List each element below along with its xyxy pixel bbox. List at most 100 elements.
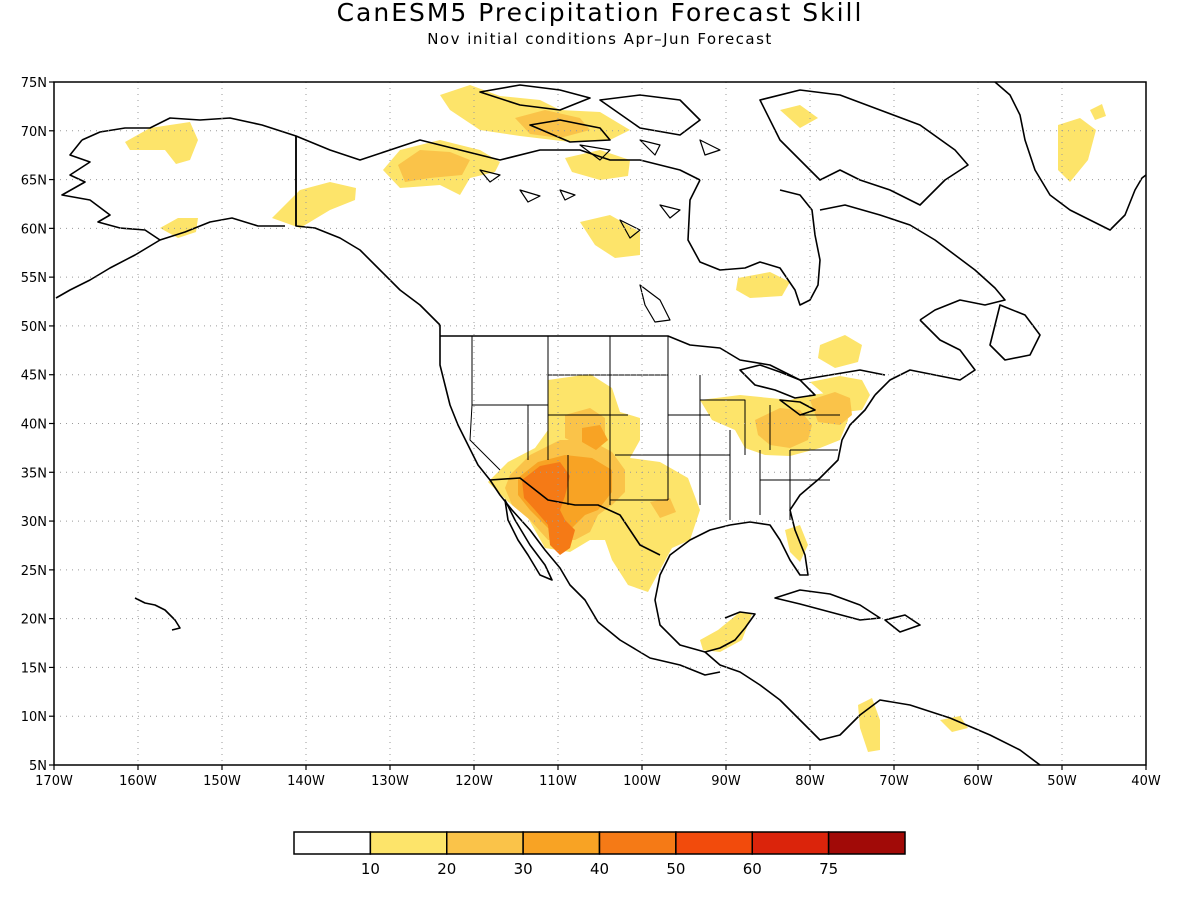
lon-label: 130W: [371, 774, 409, 789]
hawaii: [134, 597, 181, 631]
gulf-coast: [654, 524, 756, 653]
greenland: [994, 82, 1146, 231]
colorbar-label: 10: [361, 860, 380, 878]
shade-quebec-south: [818, 335, 862, 368]
arctic-islands-2: [479, 84, 591, 111]
colorbar-label: 40: [590, 860, 609, 878]
lat-label: 75N: [21, 76, 47, 91]
baja-peninsula: [504, 499, 553, 581]
coastlines: [55, 82, 1146, 765]
shade-colombia: [858, 698, 880, 752]
lat-lon-grid: [54, 82, 1146, 765]
shade-appalachia: [755, 408, 812, 448]
lat-label: 45N: [21, 369, 47, 384]
shade-arctic-central: [565, 150, 630, 180]
lon-label: 160W: [119, 774, 157, 789]
baffin-island: [759, 89, 969, 206]
great-lakes: [739, 364, 816, 416]
pacific-coast-mexico: [597, 621, 721, 676]
shade-pennsylvania: [810, 392, 852, 425]
shade-nm-north: [582, 425, 608, 450]
colorbar-label: 20: [437, 860, 456, 878]
shade-texas: [650, 498, 676, 518]
us-canada-border: [440, 335, 886, 381]
colorbar-swatch: [675, 831, 753, 855]
labrador-coast: [819, 204, 1006, 321]
skill-shading: [125, 85, 1106, 752]
shade-greenland-ne: [1090, 104, 1106, 120]
shade-alaska-south: [160, 218, 198, 238]
lat-label: 25N: [21, 564, 47, 579]
lat-label: 60N: [21, 222, 47, 237]
colorbar-swatch: [369, 831, 448, 855]
lat-label: 5N: [29, 759, 47, 774]
alaska-peninsula: [159, 217, 285, 241]
hudson-bay: [687, 179, 821, 306]
lon-label: 90W: [711, 774, 741, 789]
newfoundland: [989, 304, 1041, 361]
colorbar: 10 20 30 40 50 60 75: [293, 831, 906, 878]
nova-scotia: [874, 319, 976, 396]
lat-label: 70N: [21, 125, 47, 140]
lon-label: 100W: [623, 774, 661, 789]
longitude-labels: 170W 160W 150W 140W 130W 120W 110W 100W 90W 80W 70…: [35, 774, 1161, 789]
lon-label: 40W: [1131, 774, 1161, 789]
shade-nunavut: [580, 215, 640, 258]
lat-label: 15N: [21, 661, 47, 676]
colorbar-swatch: [827, 831, 906, 855]
colorbar-label: 75: [819, 860, 838, 878]
colorbar-swatch: [598, 831, 677, 855]
lon-label: 80W: [795, 774, 825, 789]
alaska-west-coast: [55, 139, 161, 299]
lon-label: 120W: [455, 774, 493, 789]
lon-label: 140W: [287, 774, 325, 789]
us-mexico-border: [489, 477, 661, 556]
map-title: CanESM5 Precipitation Forecast Skill: [336, 0, 864, 27]
lat-label: 35N: [21, 466, 47, 481]
lat-label: 20N: [21, 613, 47, 628]
shade-yukon: [272, 182, 356, 228]
arctic-islands-3: [529, 119, 611, 143]
shade-alaska-north: [125, 122, 198, 164]
shade-greenland: [1058, 118, 1096, 182]
colorbar-swatch: [751, 831, 830, 855]
lon-label: 110W: [539, 774, 577, 789]
colorbar-swatch: [293, 831, 372, 855]
shade-baffin: [780, 105, 818, 128]
lat-label: 65N: [21, 174, 47, 189]
shade-venezuela: [940, 716, 968, 732]
lon-label: 170W: [35, 774, 73, 789]
arctic-coast-canada: [295, 135, 701, 181]
shade-arctic-core: [515, 110, 590, 138]
lat-label: 55N: [21, 271, 47, 286]
lat-label: 30N: [21, 515, 47, 530]
lon-label: 150W: [203, 774, 241, 789]
latitude-labels: 75N 70N 65N 60N 55N 50N 45N 40N 35N 30N 25N 20N 15N 1…: [21, 76, 47, 774]
cuba: [774, 589, 881, 621]
lat-label: 50N: [21, 320, 47, 335]
lat-label: 10N: [21, 710, 47, 725]
map-subtitle: Nov initial conditions Apr–Jun Forecast: [427, 30, 773, 48]
us-state-lines: [469, 336, 840, 520]
colorbar-swatch: [522, 831, 601, 855]
hispaniola: [884, 614, 921, 633]
shade-arizona-core: [522, 462, 575, 555]
lon-label: 60W: [963, 774, 993, 789]
arctic-islands-1: [599, 94, 701, 136]
central-america: [704, 651, 1041, 765]
colorbar-label: 30: [514, 860, 533, 878]
shade-florida: [785, 525, 808, 562]
lon-label: 50W: [1047, 774, 1077, 789]
east-coast-us: [729, 394, 876, 576]
axis-ticks: [49, 81, 1147, 770]
shade-central-america: [700, 612, 752, 652]
colorbar-label: 50: [666, 860, 685, 878]
colorbar-swatch: [446, 831, 524, 855]
lat-label: 40N: [21, 418, 47, 433]
shade-hudson-east: [736, 272, 790, 298]
colorbar-label: 60: [743, 860, 762, 878]
shade-nwt-core: [398, 150, 470, 182]
lon-label: 70W: [879, 774, 909, 789]
arctic-lakes-and-islets: [479, 139, 721, 323]
